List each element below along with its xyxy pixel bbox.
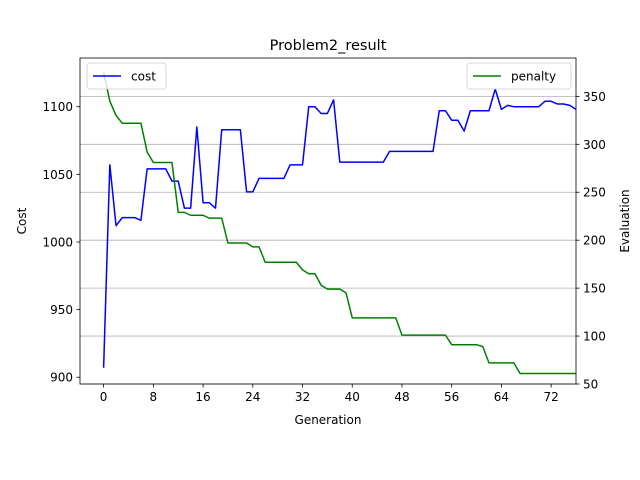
x-tick-label: 16 (195, 390, 210, 404)
legends: cost penalty (86, 62, 572, 90)
y-right-tick-label: 200 (583, 234, 606, 248)
y-left-tick-label: 1100 (42, 100, 73, 114)
y-left-tick-label: 950 (50, 303, 73, 317)
x-tick-label: 8 (150, 390, 158, 404)
y-right-tick-label: 250 (583, 186, 606, 200)
chart-title: Problem2_result (270, 38, 387, 54)
y-left-tick-label: 900 (50, 371, 73, 385)
legend-penalty: penalty (466, 62, 572, 90)
y-right-tick-label: 100 (583, 330, 606, 344)
x-tick-label: 56 (444, 390, 459, 404)
y-right-tick-label: 350 (583, 90, 606, 104)
legend-label: penalty (511, 70, 556, 84)
series-line-cost (102, 88, 576, 368)
x-tick-label: 72 (543, 390, 558, 404)
y-right-tick-label: 150 (583, 282, 606, 296)
y-left-axis-title: Cost (15, 207, 29, 234)
y-left-tick-label: 1050 (42, 168, 73, 182)
legend-cost: cost (86, 62, 167, 90)
x-axis-title: Generation (295, 413, 362, 427)
x-tick-label: 32 (295, 390, 310, 404)
plot-frame (79, 57, 577, 385)
x-tick-label: 48 (394, 390, 409, 404)
legend-box (86, 62, 167, 90)
x-tick-label: 40 (345, 390, 360, 404)
y-right-tick-label: 50 (583, 378, 598, 392)
legend-box (466, 62, 572, 90)
series-line-penalty (102, 72, 576, 375)
y-right-axis-title: Evaluation (618, 189, 632, 252)
x-tick-label: 64 (494, 390, 509, 404)
y-right-tick-label: 300 (583, 138, 606, 152)
x-tick-label: 0 (100, 390, 108, 404)
legend-label: cost (131, 70, 156, 84)
series-layer (102, 72, 576, 375)
y-left-tick-label: 1000 (42, 235, 73, 249)
axes: 0 8 16 24 32 40 48 56 64 72 900 950 1000 1050 1100 50 10… (42, 57, 606, 404)
x-tick-label: 24 (245, 390, 260, 404)
